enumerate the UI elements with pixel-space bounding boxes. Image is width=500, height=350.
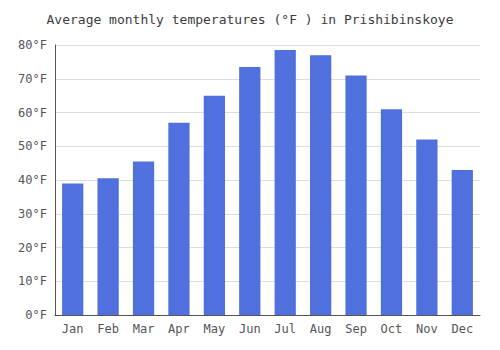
svg-text:0°F: 0°F (25, 308, 47, 322)
svg-text:Dec: Dec (451, 322, 473, 336)
svg-text:Aug: Aug (310, 322, 332, 336)
svg-text:May: May (204, 322, 226, 336)
svg-text:10°F: 10°F (18, 274, 47, 288)
svg-text:Average monthly temperatures (: Average monthly temperatures (°F ) in Pr… (47, 12, 454, 27)
svg-text:Jan: Jan (62, 322, 84, 336)
svg-text:Jun: Jun (239, 322, 261, 336)
svg-text:Sep: Sep (345, 322, 367, 336)
svg-text:70°F: 70°F (18, 72, 47, 86)
svg-text:Jul: Jul (274, 322, 296, 336)
svg-text:80°F: 80°F (18, 38, 47, 52)
svg-text:Nov: Nov (416, 322, 438, 336)
svg-text:40°F: 40°F (18, 173, 47, 187)
svg-text:Oct: Oct (381, 322, 403, 336)
svg-text:50°F: 50°F (18, 139, 47, 153)
svg-text:20°F: 20°F (18, 241, 47, 255)
svg-text:30°F: 30°F (18, 207, 47, 221)
svg-text:Apr: Apr (168, 322, 190, 336)
svg-text:Mar: Mar (133, 322, 155, 336)
svg-text:60°F: 60°F (18, 106, 47, 120)
svg-text:Feb: Feb (97, 322, 119, 336)
